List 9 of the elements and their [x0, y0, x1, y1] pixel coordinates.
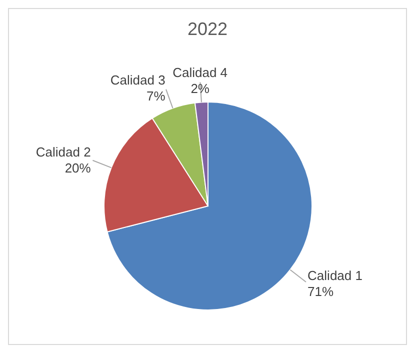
data-label: 2%: [190, 81, 210, 96]
slice-label: Calidad 4: [172, 65, 228, 80]
data-label: 7%: [146, 88, 166, 104]
slice-label: Calidad 1: [308, 268, 362, 284]
chart-title: 2022: [186, 19, 229, 41]
slice-label: Calidad 3: [110, 72, 166, 88]
data-label: 71%: [308, 284, 334, 300]
slice-label: Calidad 2: [36, 144, 91, 160]
data-label: 20%: [64, 160, 92, 176]
